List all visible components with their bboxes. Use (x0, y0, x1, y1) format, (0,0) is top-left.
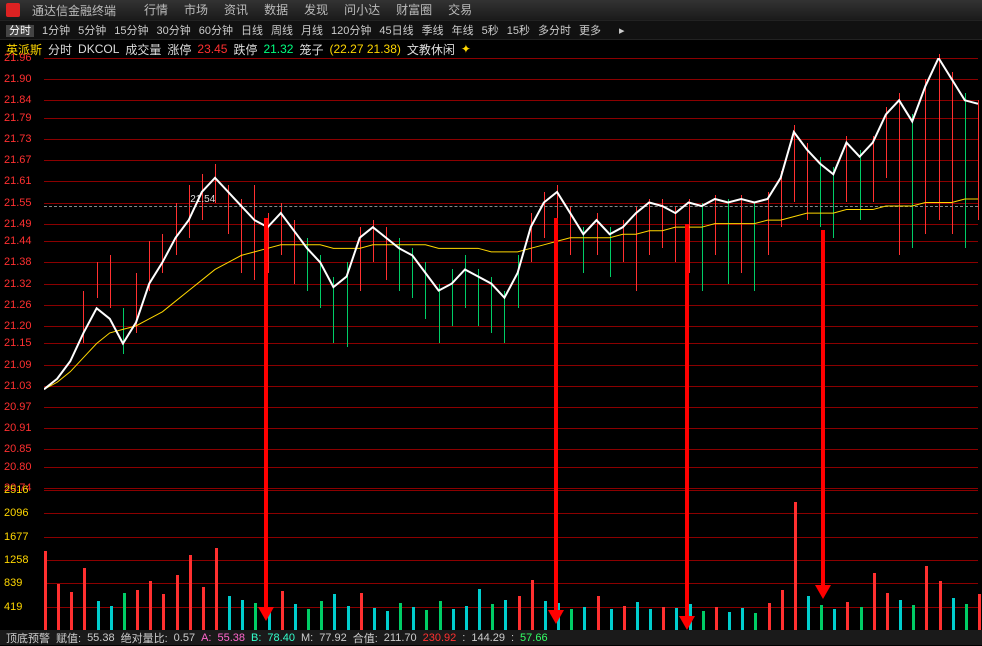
menu-问小达[interactable]: 问小达 (344, 3, 380, 17)
range-values: (22.27 21.38) (330, 42, 401, 56)
timeframe-1分钟[interactable]: 1分钟 (42, 25, 70, 37)
timeframe-季线[interactable]: 季线 (422, 25, 444, 37)
price-tick: 21.67 (4, 154, 32, 166)
timeframe-45日线[interactable]: 45日线 (379, 25, 413, 37)
menu-行情[interactable]: 行情 (144, 3, 168, 17)
titlebar: 通达信金融终端 行情 市场 资讯 数据 发现 问小达 财富圈 交易 (0, 0, 982, 20)
b-label: B: (251, 632, 261, 644)
sum-val: 211.70 (384, 632, 417, 644)
price-tick: 20.80 (4, 461, 32, 473)
timeframe-更多[interactable]: 更多 (579, 25, 601, 37)
abs-val: 0.57 (174, 632, 195, 644)
price-tick: 20.85 (4, 443, 32, 455)
app-name: 通达信金融终端 (32, 2, 116, 19)
timeframe-120分钟[interactable]: 120分钟 (331, 25, 371, 37)
app-logo-icon (6, 3, 20, 17)
dn-label: 跌停 (233, 41, 257, 58)
timeframe-日线[interactable]: 日线 (241, 25, 263, 37)
volume-label: 成交量 (125, 41, 161, 58)
price-tick: 21.20 (4, 320, 32, 332)
a-val: 55.38 (217, 632, 245, 644)
footer-v2: 144.29 (471, 632, 505, 644)
price-tick: 21.44 (4, 235, 32, 247)
price-tick: 21.26 (4, 299, 32, 311)
menu-数据[interactable]: 数据 (264, 3, 288, 17)
price-tick: 20.91 (4, 422, 32, 434)
b-val: 78.40 (267, 632, 295, 644)
timeframe-15分钟[interactable]: 15分钟 (114, 25, 148, 37)
price-tick: 21.79 (4, 112, 32, 124)
up-label: 涨停 (167, 41, 191, 58)
a-label: A: (201, 632, 211, 644)
footer-v1: 230.92 (423, 632, 457, 644)
fu-label: 赋值: (56, 630, 81, 646)
stock-info-bar: 英派斯 分时 DKCOL 成交量 涨停 23.45 跌停 21.32 笼子 (2… (0, 40, 982, 58)
price-tick: 21.90 (4, 73, 32, 85)
timeframe-年线[interactable]: 年线 (452, 25, 474, 37)
menu-资讯[interactable]: 资讯 (224, 3, 248, 17)
vol-tick: 1677 (4, 531, 28, 543)
plot-canvas[interactable]: 21.54 (44, 58, 978, 630)
annotation-arrow (685, 224, 689, 618)
m-label: M: (301, 632, 313, 644)
annotation-arrow (264, 218, 268, 609)
footer-indicator: 顶底预警 (6, 630, 50, 646)
vol-tick: 2516 (4, 484, 28, 496)
footer-v3: 57.66 (520, 632, 548, 644)
annotation-arrow (821, 230, 825, 587)
timeframe-15秒[interactable]: 15秒 (507, 25, 530, 37)
timeframe-5分钟[interactable]: 5分钟 (78, 25, 106, 37)
star-icon[interactable]: ✦ (461, 42, 471, 56)
sum-label: 合值: (353, 630, 378, 646)
timeframe-60分钟[interactable]: 60分钟 (199, 25, 233, 37)
price-tick: 20.97 (4, 401, 32, 413)
more-icon[interactable]: ▸ (619, 24, 625, 37)
vol-tick: 419 (4, 601, 22, 613)
timeframe-月线[interactable]: 月线 (301, 25, 323, 37)
annotation-arrow (554, 218, 558, 612)
timeframe-周线[interactable]: 周线 (271, 25, 293, 37)
timeframe-5秒[interactable]: 5秒 (482, 25, 499, 37)
timeframe-分时[interactable]: 分时 (6, 25, 34, 37)
price-tick: 21.09 (4, 359, 32, 371)
price-tick: 21.84 (4, 94, 32, 106)
abs-label: 绝对量比: (121, 630, 168, 646)
y-axis: 21.9621.9021.8421.7921.7321.6721.6121.55… (0, 58, 44, 630)
price-tick: 21.15 (4, 337, 32, 349)
timeframe-30分钟[interactable]: 30分钟 (157, 25, 191, 37)
menu-发现[interactable]: 发现 (304, 3, 328, 17)
price-tick: 21.38 (4, 256, 32, 268)
price-tick: 21.96 (4, 52, 32, 64)
price-tick: 21.32 (4, 278, 32, 290)
sector: 文教休闲 (407, 41, 455, 58)
m-val: 77.92 (319, 632, 347, 644)
price-tick: 21.61 (4, 175, 32, 187)
menu-财富圈[interactable]: 财富圈 (396, 3, 432, 17)
fu-val: 55.38 (87, 632, 115, 644)
vol-tick: 1258 (4, 554, 28, 566)
chart-area[interactable]: 21.9621.9021.8421.7921.7321.6721.6121.55… (0, 58, 982, 630)
vol-tick: 839 (4, 577, 22, 589)
timeframe-bar: 分时 1分钟 5分钟 15分钟 30分钟 60分钟日线周线月线 120分钟 45日线季线年线 5… (0, 20, 982, 40)
menu-市场[interactable]: 市场 (184, 3, 208, 17)
period-label: 分时 (48, 41, 72, 58)
range-label: 笼子 (299, 41, 323, 58)
price-tick: 21.03 (4, 380, 32, 392)
dn-limit-value: 21.32 (263, 42, 293, 56)
menu-交易[interactable]: 交易 (448, 3, 472, 17)
price-tick: 21.73 (4, 133, 32, 145)
price-tick: 21.49 (4, 218, 32, 230)
vol-tick: 2096 (4, 507, 28, 519)
indicator-footer: 顶底预警 赋值: 55.38 绝对量比: 0.57 A: 55.38 B: 78… (0, 630, 982, 645)
price-tick: 21.55 (4, 197, 32, 209)
up-limit-value: 23.45 (197, 42, 227, 56)
timeframe-多分时[interactable]: 多分时 (538, 25, 571, 37)
indicator-name: DKCOL (78, 42, 119, 56)
